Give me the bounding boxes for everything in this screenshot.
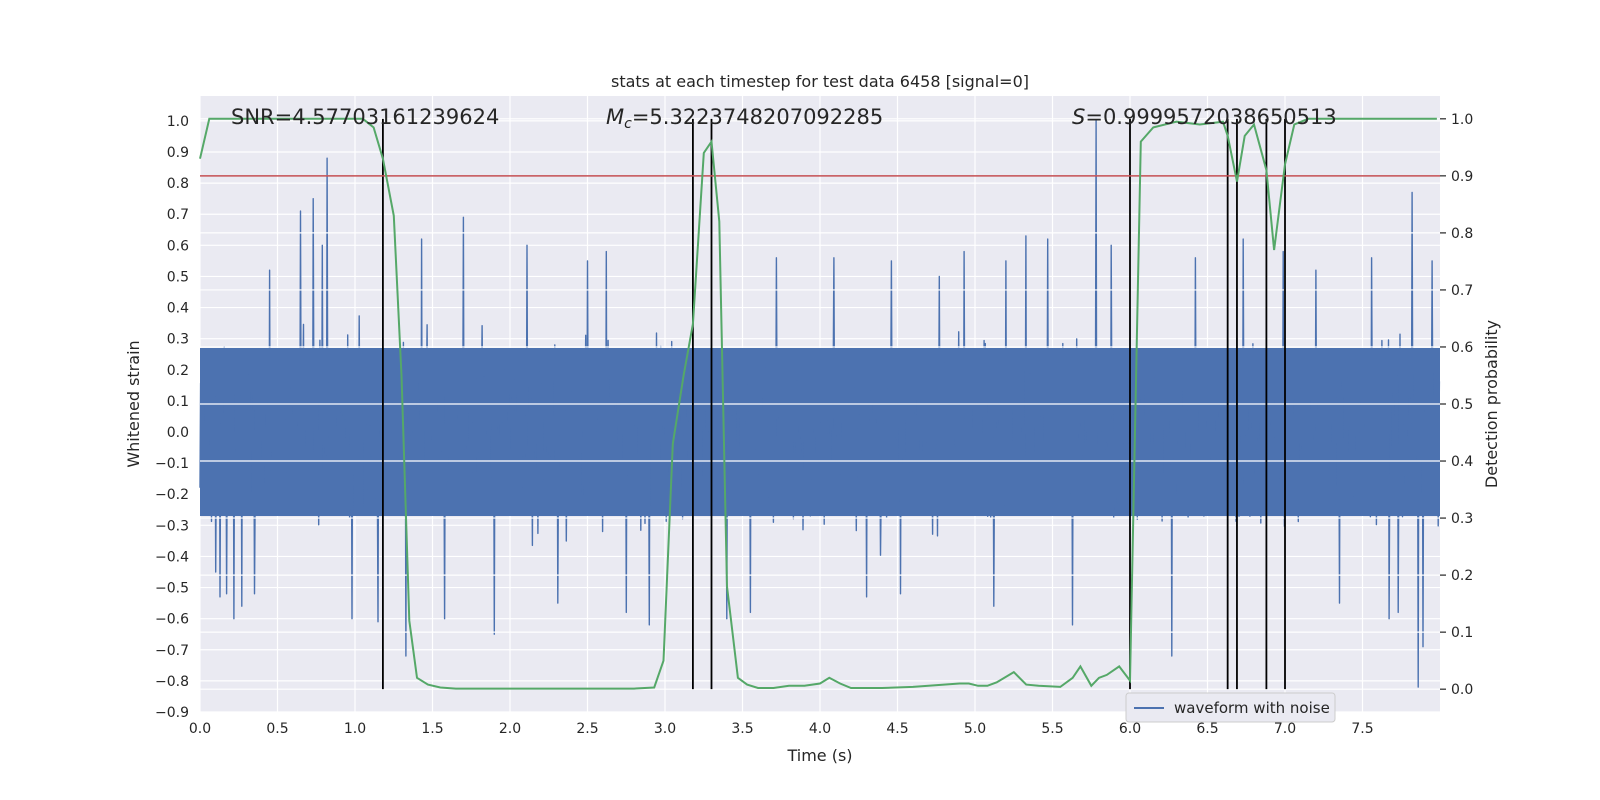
- y-tick-labels: −0.9 −0.8 −0.7 −0.6 −0.5 −0.4 −0.3 −0.2 −0.1 0.0 0…: [155, 114, 189, 721]
- y-tick-label-8: −0.1: [155, 456, 189, 472]
- chirp-mass-annotation: Mc=5.3223748207092285: [606, 105, 883, 132]
- significance-value: =0.9999572038650513: [1085, 105, 1336, 129]
- chirp-mass-subscript: c: [624, 116, 632, 132]
- y-tick-label-18: 0.9: [167, 145, 189, 161]
- x-tick-labels: 0.0 0.5 1.0 1.5 2.0 2.5 3.0 3.5 4.0 4.5 5.0 5.5 6.0 6…: [189, 721, 1374, 737]
- y-tick-label-5: −0.4: [155, 549, 189, 565]
- significance-annotation: S=0.9999572038650513: [1072, 105, 1337, 129]
- x-tick-label-1: 0.5: [266, 721, 288, 737]
- y-tick-label-9: 0.0: [167, 425, 189, 441]
- y-tick-label-7: −0.2: [155, 487, 189, 503]
- x-tick-label-15: 7.5: [1351, 721, 1373, 737]
- y-tick-label-0: −0.9: [155, 705, 189, 721]
- x-tick-label-11: 5.5: [1041, 721, 1063, 737]
- y-tick-label-10: 0.1: [167, 394, 189, 410]
- y-tick-label-3: −0.6: [155, 612, 189, 628]
- x-tick-label-7: 3.5: [731, 721, 753, 737]
- right-y-tick-label-9: 0.9: [1451, 169, 1473, 185]
- x-tick-label-12: 6.0: [1119, 721, 1141, 737]
- legend-label: waveform with noise: [1174, 699, 1330, 717]
- x-axis-label: Time (s): [786, 746, 852, 765]
- y-tick-label-6: −0.3: [155, 518, 189, 534]
- right-y-tick-labels: 0.0 0.1 0.2 0.3 0.4 0.5 0.6 0.7 0.8 0.9 1.0: [1440, 112, 1473, 698]
- y-tick-label-15: 0.6: [167, 238, 189, 254]
- significance-symbol: S: [1072, 105, 1085, 129]
- right-y-tick-label-3: 0.3: [1451, 511, 1473, 527]
- waveform-trace: [199, 120, 1441, 688]
- right-y-tick-label-1: 0.1: [1451, 625, 1473, 641]
- right-y-tick-label-0: 0.0: [1451, 682, 1473, 698]
- waveform-series: [199, 120, 1441, 688]
- x-tick-label-9: 4.5: [886, 721, 908, 737]
- detection-probability-line: [199, 117, 1437, 690]
- y-tick-label-17: 0.8: [167, 176, 189, 192]
- x-tick-label-14: 7.0: [1274, 721, 1296, 737]
- legend-box: [1125, 692, 1336, 723]
- marker-vertical-lines: [381, 118, 1286, 690]
- x-tick-label-6: 3.0: [654, 721, 676, 737]
- snr-annotation: SNR=4.57703161239624: [231, 105, 499, 129]
- y-tick-label-13: 0.4: [167, 301, 189, 317]
- right-y-tick-label-8: 0.8: [1451, 226, 1473, 242]
- x-tick-label-10: 5.0: [964, 721, 986, 737]
- right-y-tick-label-6: 0.6: [1451, 340, 1473, 356]
- y-tick-label-2: −0.7: [155, 643, 189, 659]
- y-tick-label-1: −0.8: [155, 674, 189, 690]
- y-tick-label-14: 0.5: [167, 269, 189, 285]
- x-tick-label-13: 6.5: [1196, 721, 1218, 737]
- y-tick-label-19: 1.0: [167, 114, 189, 130]
- chirp-mass-value: =5.3223748207092285: [632, 105, 883, 129]
- x-tick-label-0: 0.0: [189, 721, 211, 737]
- y-tick-label-12: 0.3: [167, 332, 189, 348]
- y-tick-label-16: 0.7: [167, 207, 189, 223]
- right-y-axis-label: Detection probability: [1482, 320, 1501, 488]
- x-tick-label-4: 2.0: [499, 721, 521, 737]
- chirp-mass-symbol: M: [606, 105, 624, 129]
- chart-title: stats at each timestep for test data 645…: [611, 72, 1029, 91]
- x-tick-label-8: 4.0: [809, 721, 831, 737]
- x-tick-label-5: 2.5: [576, 721, 598, 737]
- y-tick-label-11: 0.2: [167, 363, 189, 379]
- right-y-tick-label-5: 0.5: [1451, 397, 1473, 413]
- x-tick-label-2: 1.0: [344, 721, 366, 737]
- right-y-tick-label-2: 0.2: [1451, 568, 1473, 584]
- right-y-tick-label-7: 0.7: [1451, 283, 1473, 299]
- legend: waveform with noise: [1125, 692, 1336, 723]
- right-y-tick-label-10: 1.0: [1451, 112, 1473, 128]
- right-y-tick-label-4: 0.4: [1451, 454, 1473, 470]
- x-tick-label-3: 1.5: [421, 721, 443, 737]
- y-tick-label-4: −0.5: [155, 581, 189, 597]
- y-axis-label: Whitened strain: [124, 340, 143, 467]
